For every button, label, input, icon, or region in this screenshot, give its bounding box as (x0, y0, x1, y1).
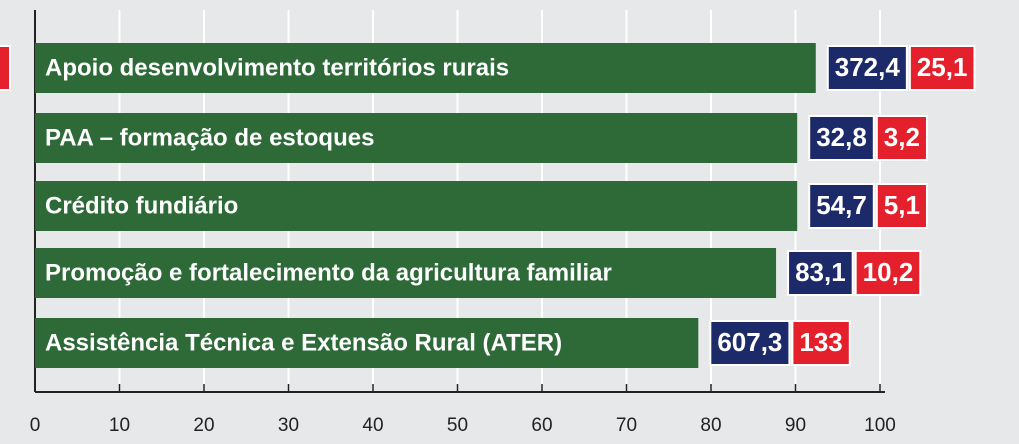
x-tick-label: 90 (785, 415, 806, 436)
category-label: Promoção e fortalecimento da agricultura… (45, 259, 612, 286)
value-box (791, 320, 851, 366)
value-box (908, 45, 976, 91)
bar (35, 181, 798, 231)
x-tick-label: 100 (864, 415, 896, 436)
x-tick-label: 70 (616, 415, 637, 436)
x-tick-label: 60 (531, 415, 552, 436)
value-box-label: 54,7 (816, 190, 867, 220)
value-box-label: 83,1 (795, 257, 846, 287)
value-box (875, 183, 928, 229)
value-box-label: 5,1 (884, 190, 920, 220)
value-box-label: 607,3 (717, 327, 782, 357)
value-box-label: 133 (799, 327, 842, 357)
bar (35, 318, 699, 368)
value-box-label: 10,2 (863, 257, 914, 287)
category-label: PAA – formação de estoques (45, 124, 374, 151)
bar (35, 43, 816, 93)
x-tick-label: 20 (193, 415, 214, 436)
x-tick-label: 0 (30, 415, 41, 436)
value-box (854, 250, 922, 296)
category-label: Apoio desenvolvimento territórios rurais (45, 54, 509, 81)
value-box (826, 45, 908, 91)
x-tick-label: 30 (278, 415, 299, 436)
marks: Apoio desenvolvimento territórios rurais… (35, 43, 976, 368)
cropped-box (0, 45, 11, 91)
x-tick-label: 40 (362, 415, 383, 436)
value-box (875, 115, 928, 161)
category-label: Crédito fundiário (45, 192, 238, 219)
value-box (808, 183, 875, 229)
value-box-label: 3,2 (884, 122, 920, 152)
category-label: Assistência Técnica e Extensão Rural (AT… (45, 329, 562, 356)
x-tick-label: 10 (109, 415, 130, 436)
value-box (808, 115, 875, 161)
x-tick-label: 80 (700, 415, 721, 436)
value-box-label: 25,1 (917, 52, 968, 82)
value-box (787, 250, 854, 296)
value-box-label: 32,8 (816, 122, 867, 152)
bar (35, 248, 777, 298)
bar (35, 113, 798, 163)
x-tick-label: 50 (447, 415, 468, 436)
value-box-label: 372,4 (835, 52, 901, 82)
value-box (709, 320, 791, 366)
